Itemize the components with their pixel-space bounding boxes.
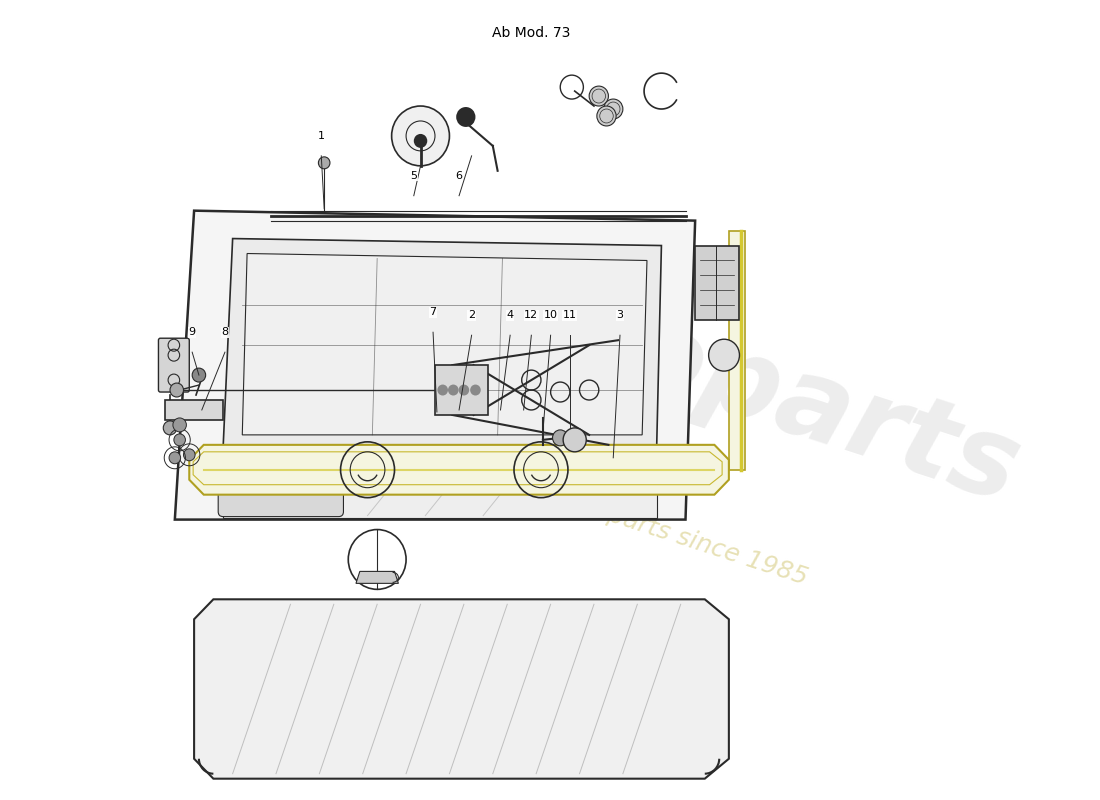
Circle shape: [456, 107, 475, 127]
Polygon shape: [434, 365, 488, 415]
Circle shape: [552, 430, 568, 446]
Circle shape: [708, 339, 739, 371]
Circle shape: [170, 383, 184, 397]
Polygon shape: [189, 445, 729, 494]
Polygon shape: [223, 238, 661, 450]
Circle shape: [174, 434, 186, 446]
Text: 9: 9: [188, 327, 196, 338]
FancyBboxPatch shape: [218, 457, 343, 517]
Circle shape: [192, 368, 206, 382]
Circle shape: [184, 449, 195, 461]
Text: 10: 10: [543, 310, 558, 320]
Text: 5: 5: [410, 170, 417, 181]
Circle shape: [597, 106, 616, 126]
Text: a passion for parts since 1985: a passion for parts since 1985: [444, 450, 811, 590]
Polygon shape: [165, 400, 223, 420]
Text: 8: 8: [221, 327, 229, 338]
Circle shape: [459, 385, 470, 395]
Text: 6: 6: [455, 170, 463, 181]
Polygon shape: [223, 455, 657, 518]
Text: 4: 4: [507, 310, 514, 320]
Polygon shape: [356, 571, 398, 583]
Circle shape: [318, 157, 330, 169]
Text: 11: 11: [563, 310, 576, 320]
Circle shape: [448, 385, 459, 395]
Circle shape: [438, 385, 448, 395]
Polygon shape: [175, 210, 695, 519]
Text: 7: 7: [429, 307, 437, 318]
Polygon shape: [695, 246, 738, 320]
Circle shape: [169, 452, 180, 464]
FancyBboxPatch shape: [158, 338, 189, 392]
Polygon shape: [194, 599, 729, 778]
Circle shape: [392, 106, 450, 166]
Circle shape: [163, 421, 177, 435]
Text: 3: 3: [616, 310, 624, 320]
Circle shape: [414, 134, 427, 148]
Text: 2: 2: [468, 310, 475, 320]
Text: 12: 12: [525, 310, 538, 320]
Text: Ab Mod. 73: Ab Mod. 73: [492, 26, 571, 40]
Circle shape: [563, 428, 586, 452]
Polygon shape: [729, 230, 746, 470]
Circle shape: [173, 418, 186, 432]
Circle shape: [590, 86, 608, 106]
Circle shape: [604, 99, 623, 119]
Text: 1: 1: [318, 131, 324, 141]
Circle shape: [470, 385, 481, 395]
Text: europarts: europarts: [416, 234, 1033, 526]
Polygon shape: [194, 452, 722, 485]
Polygon shape: [242, 254, 647, 435]
